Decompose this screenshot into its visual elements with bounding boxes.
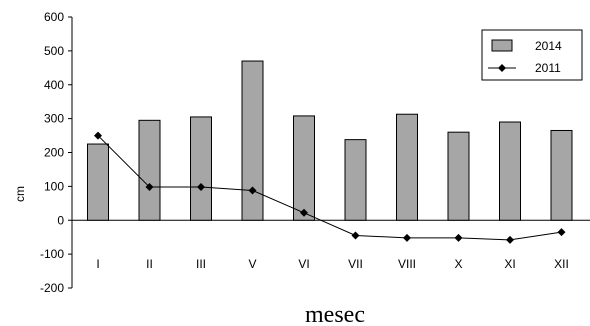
y-tick-label: 600 <box>44 10 64 24</box>
x-tick-label: II <box>146 257 153 271</box>
y-tick-label: -100 <box>40 247 64 261</box>
bar-2014-I <box>87 143 109 221</box>
point-2011-VIII <box>403 233 411 242</box>
point-2011-III <box>197 183 205 192</box>
y-axis-title: cm <box>13 186 27 202</box>
x-tick-label: VIII <box>398 257 416 271</box>
x-tick-label: X <box>454 257 462 271</box>
x-tick-label: XI <box>504 257 515 271</box>
bar-2014-V <box>241 60 264 221</box>
point-2011-X <box>454 233 463 242</box>
x-tick-labels: I II III V VI VII VIII X XI XII <box>96 257 569 271</box>
x-tick-label: III <box>196 257 206 271</box>
bar-2014-VII <box>344 139 367 221</box>
point-2011-VI <box>300 208 308 217</box>
y-tick-label: -200 <box>40 281 64 295</box>
x-tick-label: V <box>248 257 256 271</box>
bar-2014-III <box>190 116 212 221</box>
y-tick-label: 500 <box>44 44 64 58</box>
point-2011-I <box>94 131 102 140</box>
point-2011-XI <box>506 235 514 244</box>
line-series-2011 <box>94 131 566 244</box>
bar-2014-X <box>447 131 470 221</box>
y-tick-label: 100 <box>44 179 64 193</box>
y-tick-label: 300 <box>44 112 64 126</box>
bar-2014-VIII <box>396 113 418 221</box>
legend-box <box>481 29 583 81</box>
bar-2014-XI <box>499 121 521 221</box>
x-tick-label: I <box>96 257 99 271</box>
legend: 2014 2011 <box>481 29 583 81</box>
bar-2014-XII <box>550 129 573 221</box>
point-2011-V <box>248 186 257 195</box>
point-2011-II <box>145 183 154 192</box>
y-axis: 600 500 400 300 200 100 0 -100 -200 <box>40 10 73 295</box>
bar-2014-VI <box>293 115 315 221</box>
x-tick-label: VII <box>348 257 363 271</box>
x-tick-label: VI <box>298 257 309 271</box>
y-tick-label: 400 <box>44 78 64 92</box>
legend-label-2011: 2011 <box>535 61 561 75</box>
legend-label-2014: 2014 <box>535 39 562 53</box>
bar-series-2014 <box>87 60 573 221</box>
line-2011 <box>97 135 562 241</box>
bar-2014-II <box>138 119 161 221</box>
x-tick-label: XII <box>554 257 569 271</box>
legend-swatch-2014 <box>491 39 513 52</box>
y-tick-label: 0 <box>57 213 64 227</box>
x-axis-title: mesec <box>305 302 365 326</box>
point-2011-VII <box>351 231 360 240</box>
legend-marker-2011 <box>498 64 506 72</box>
point-2011-XII <box>557 228 566 237</box>
y-tick-label: 200 <box>44 146 64 160</box>
